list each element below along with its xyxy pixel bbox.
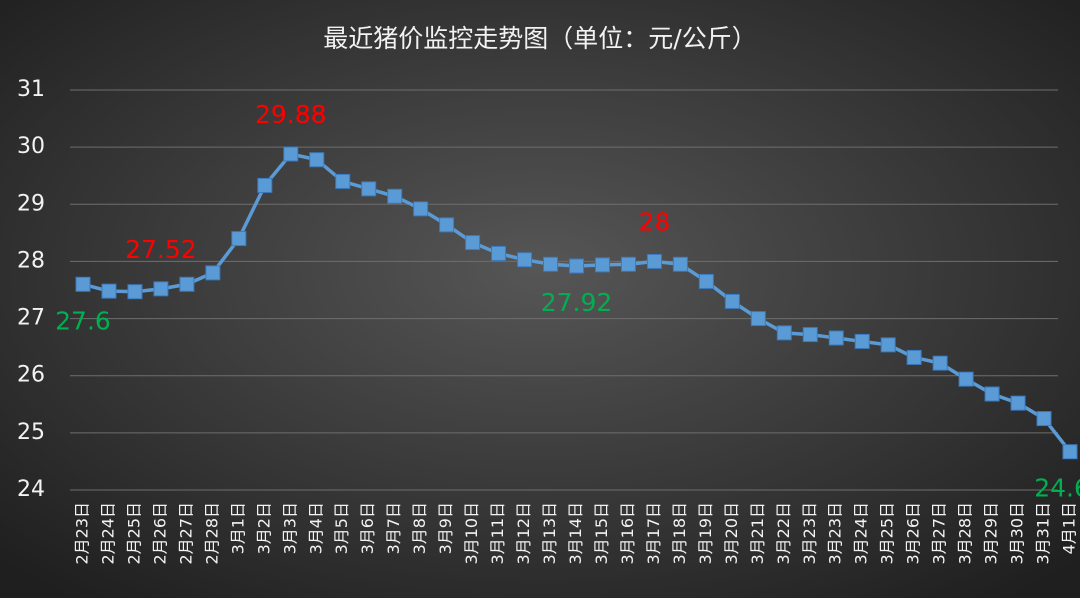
point (309, 152, 325, 168)
x-tick-label: 3月14日 (566, 502, 585, 565)
point (802, 327, 818, 343)
chart-title: 最近猪价监控走势图（单位：元/公斤） (323, 24, 756, 53)
x-tick-label: 2月26日 (150, 502, 169, 565)
x-tick-label: 3月15日 (592, 502, 611, 565)
point (776, 325, 792, 341)
point (231, 231, 247, 247)
x-tick-label: 3月29日 (982, 502, 1001, 565)
x-tick-label: 3月4日 (306, 502, 325, 554)
point (672, 256, 688, 272)
y-tick-label: 29 (17, 191, 45, 216)
x-tick-label: 3月11日 (488, 502, 507, 565)
x-tick-label: 3月10日 (462, 502, 481, 565)
point (854, 333, 870, 349)
x-tick-label: 2月27日 (176, 502, 195, 565)
point (361, 181, 377, 197)
point (465, 235, 481, 251)
x-tick-label: 3月23日 (826, 502, 845, 565)
x-tick-label: 3月16日 (618, 502, 637, 565)
x-tick-label: 3月5日 (332, 502, 351, 554)
point (646, 253, 662, 269)
point (620, 256, 636, 272)
point (439, 217, 455, 233)
point (153, 281, 169, 297)
point (413, 201, 429, 217)
y-tick-label: 28 (17, 248, 45, 273)
point (283, 146, 299, 162)
point (1036, 411, 1052, 427)
x-tick-label: 3月8日 (410, 502, 429, 554)
x-tick-label: 2月28日 (202, 502, 221, 565)
point (1010, 395, 1026, 411)
point (958, 371, 974, 387)
x-tick-label: 3月2日 (254, 502, 273, 554)
data-label: 27.52 (125, 235, 197, 264)
data-label: 24.67 (1034, 474, 1080, 503)
data-label: 27.92 (541, 288, 613, 317)
point (257, 177, 273, 193)
point (387, 188, 403, 204)
point (828, 330, 844, 346)
data-label: 29.88 (255, 100, 327, 129)
point (127, 284, 143, 300)
point (880, 337, 896, 353)
point (491, 245, 507, 261)
x-tick-label: 3月18日 (670, 502, 689, 565)
x-tick-label: 3月26日 (904, 502, 923, 565)
point (205, 265, 221, 281)
x-tick-label: 3月20日 (722, 502, 741, 565)
x-tick-label: 3月25日 (878, 502, 897, 565)
x-tick-label: 3月27日 (930, 502, 949, 565)
y-tick-label: 30 (17, 134, 45, 159)
y-tick-label: 31 (17, 77, 45, 102)
point (543, 256, 559, 272)
point (1062, 444, 1078, 460)
x-tick-label: 3月1日 (228, 502, 247, 554)
point (750, 311, 766, 327)
x-tick-label: 3月31日 (1034, 502, 1053, 565)
y-tick-label: 27 (17, 306, 45, 331)
point (75, 276, 91, 292)
x-tick-label: 3月24日 (852, 502, 871, 565)
point (932, 355, 948, 371)
x-tick-label: 3月28日 (956, 502, 975, 565)
point (984, 386, 1000, 402)
x-tick-label: 3月7日 (384, 502, 403, 554)
point (335, 173, 351, 189)
x-tick-label: 3月12日 (514, 502, 533, 565)
x-tick-label: 2月24日 (98, 502, 117, 565)
x-tick-label: 3月6日 (358, 502, 377, 554)
y-tick-label: 24 (17, 477, 45, 502)
x-tick-label: 4月1日 (1060, 502, 1079, 554)
point (906, 349, 922, 365)
data-label: 27.6 (55, 306, 111, 335)
point (698, 273, 714, 289)
point (724, 293, 740, 309)
x-tick-label: 2月25日 (124, 502, 143, 565)
x-tick-label: 3月23日 (800, 502, 819, 565)
x-tick-label: 3月19日 (696, 502, 715, 565)
point (101, 283, 117, 299)
x-tick-label: 3月22日 (774, 502, 793, 565)
x-tick-label: 3月21日 (748, 502, 767, 565)
data-label: 28 (639, 207, 671, 236)
x-tick-label: 3月3日 (280, 502, 299, 554)
x-tick-label: 3月30日 (1008, 502, 1027, 565)
point (179, 276, 195, 292)
point (594, 257, 610, 273)
x-tick-label: 3月13日 (540, 502, 559, 565)
point (569, 258, 584, 274)
x-tick-label: 2月23日 (73, 502, 92, 565)
point (517, 252, 533, 268)
x-tick-label: 3月17日 (644, 502, 663, 565)
x-tick-label: 3月9日 (436, 502, 455, 554)
y-tick-label: 26 (17, 363, 45, 388)
y-tick-label: 25 (17, 420, 45, 445)
